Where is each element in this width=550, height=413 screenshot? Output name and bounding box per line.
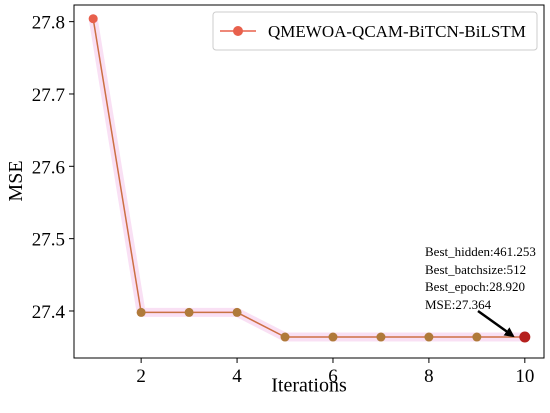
y-axis-label: MSE [5, 160, 27, 201]
annotation-line-batchsize: Best_batchsize:512 [425, 262, 526, 277]
data-point [328, 332, 338, 342]
data-point [88, 14, 98, 24]
data-point [232, 307, 242, 317]
data-point [136, 307, 146, 317]
data-point [184, 307, 194, 317]
x-axis-label: Iterations [271, 375, 347, 397]
legend: QMEWOA-QCAM-BiTCN-BiLSTM [212, 11, 538, 51]
y-tick-label: 27.8 [32, 13, 65, 34]
ticks-layer: 2 4 6 8 10 27.4 27.5 27.6 27.7 27.8 [32, 13, 535, 387]
annotation-arrow [477, 309, 515, 338]
plot-frame [73, 4, 545, 359]
annotation-line-epoch: Best_epoch:28.920 [425, 279, 525, 294]
data-point [424, 332, 434, 342]
legend-series-name: QMEWOA-QCAM-BiTCN-BiLSTM [268, 22, 526, 41]
data-point [280, 332, 290, 342]
annotation-line-mse: MSE:27.364 [425, 297, 492, 312]
legend-marker [233, 26, 243, 36]
best-point-marker [519, 331, 531, 343]
series-line-shadow [92, 18, 525, 338]
annotation-line-hidden: Best_hidden:461.253 [425, 244, 536, 259]
data-point [376, 332, 386, 342]
y-tick-label: 27.4 [32, 302, 66, 323]
best-annotation: Best_hidden:461.253 Best_batchsize:512 B… [425, 244, 536, 338]
data-point [472, 332, 482, 342]
x-tick-label: 10 [515, 366, 534, 387]
y-tick-label: 27.6 [32, 157, 65, 178]
y-tick-label: 27.5 [32, 230, 65, 251]
x-tick-label: 8 [424, 366, 434, 387]
x-tick-label: 6 [328, 366, 338, 387]
legend-box [212, 11, 538, 51]
y-tick-label: 27.7 [32, 85, 65, 106]
series-layer [88, 14, 531, 343]
x-tick-label: 4 [232, 366, 242, 387]
x-tick-label: 2 [136, 366, 146, 387]
